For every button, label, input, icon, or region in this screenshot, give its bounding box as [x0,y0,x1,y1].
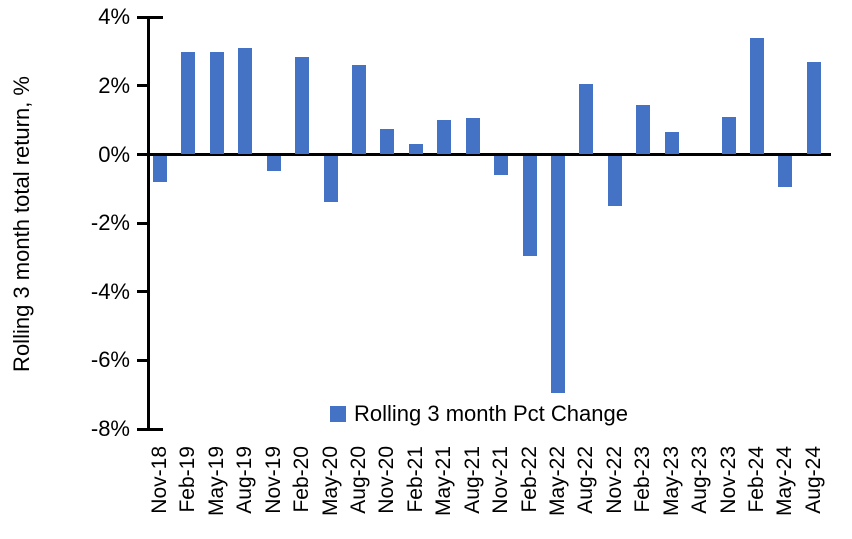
x-category-label: Feb-23 [631,446,655,513]
y-tick-label: -6% [90,347,130,373]
x-axis-zero-line [147,153,831,156]
x-category-label: May-20 [318,446,342,517]
bar [408,144,423,155]
y-tick-mark [137,427,163,431]
bar [266,156,281,172]
bar [579,84,594,155]
x-category-label: May-22 [546,446,570,517]
bar [238,48,253,155]
legend-label: Rolling 3 month Pct Change [354,401,628,426]
bar [181,51,196,155]
bar [494,156,509,175]
bar [465,118,480,155]
x-category-label: Nov-20 [375,446,399,514]
x-category-label: Feb-21 [403,446,427,513]
bar [437,120,452,155]
bar [209,51,224,155]
bar [806,61,821,155]
x-category-label: May-21 [432,446,456,517]
x-category-label: May-23 [659,446,683,517]
x-category-label: Aug-19 [233,446,257,514]
bar [778,156,793,187]
y-tick-label: 2% [98,72,130,98]
y-tick-label: -8% [90,416,130,442]
bar [295,56,310,155]
y-axis-title-text: Rolling 3 month total return, % [9,75,34,372]
y-axis-title: Rolling 3 month total return, % [4,17,40,430]
y-tick-mark [137,153,150,156]
x-category-label: Nov-21 [489,446,513,514]
bar [551,156,566,393]
x-category-label: Aug-24 [801,446,825,514]
bar [380,128,395,155]
bar [664,132,679,155]
y-tick-mark [137,358,150,362]
x-category-label: May-24 [773,446,797,517]
y-tick-mark [137,221,150,225]
bar [323,156,338,203]
y-tick-label: -2% [90,210,130,236]
x-category-label: Feb-24 [745,446,769,513]
x-category-label: Feb-22 [517,446,541,513]
legend: Rolling 3 month Pct Change [330,401,628,427]
bar [636,104,651,155]
x-category-label: Feb-19 [176,446,200,513]
x-category-label: Aug-21 [460,446,484,514]
bar [721,116,736,155]
x-category-label: May-19 [204,446,228,517]
x-category-label: Nov-23 [716,446,740,514]
x-category-label: Nov-19 [261,446,285,514]
y-axis-line [147,16,150,432]
y-tick-label: 4% [98,4,130,30]
x-category-label: Nov-18 [148,446,171,514]
y-tick-mark [137,290,150,294]
x-category-label: Aug-22 [574,446,598,514]
y-tick-mark [137,15,163,19]
y-tick-label: 0% [98,141,130,167]
x-category-label: Aug-23 [688,446,712,514]
x-category-label: Nov-22 [602,446,626,514]
legend-marker-swatch [330,406,346,422]
x-category-label: Feb-20 [290,446,314,513]
bar [607,156,622,206]
y-tick-mark [137,84,150,88]
y-tick-label: -4% [90,278,130,304]
bar [153,156,167,182]
bar [750,37,765,155]
x-category-label: Aug-20 [347,446,370,514]
bar [522,156,537,256]
bar [352,65,366,155]
